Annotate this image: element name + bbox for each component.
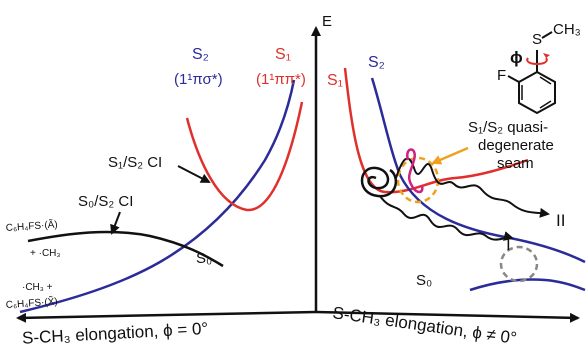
- wavy-path-I: [379, 195, 514, 241]
- s1s2-ci-label: S₁/S₂ CI: [108, 154, 162, 171]
- right-elongation-axis: [315, 310, 580, 323]
- wavy-path-II: [395, 157, 550, 218]
- molecule-f-atom: F: [497, 67, 506, 84]
- right-s1-label: S₁: [327, 72, 343, 89]
- wavepacket-spiral: [360, 166, 398, 198]
- left-s1-curve: [185, 101, 304, 212]
- left-s2-sub: (1¹πσ*): [174, 71, 223, 88]
- path-I-label: I: [506, 235, 511, 254]
- right-s0-label: S₀: [416, 272, 432, 289]
- seam-label-line3: seam: [497, 155, 534, 172]
- left-axis-label: S-CH₃ elongation, ϕ = 0°: [22, 319, 209, 344]
- right-s2-label: S₂: [368, 54, 385, 71]
- product-upper-line2: + ·CH₃: [30, 248, 60, 259]
- rotation-arrow: [526, 57, 548, 65]
- left-s2-curve: [19, 79, 296, 314]
- right-axis-label: S-CH₃ elongation, ϕ ≠ 0°: [331, 303, 517, 344]
- ring-double-bond-3: [539, 76, 552, 85]
- molecule-ch3: CH₃: [553, 21, 581, 38]
- c-f-bond: [507, 75, 520, 83]
- right-s1-curve: [343, 67, 529, 194]
- seam-label-line2: degenerate: [478, 137, 554, 154]
- right-s2-curve: [370, 77, 586, 264]
- s0s2-ci-arrow: [110, 211, 121, 235]
- benzene-ring: [518, 70, 556, 115]
- right-s0-curve: [469, 278, 586, 292]
- product-lower-line2: C₆H₄FS·(X̃): [5, 295, 58, 311]
- thioanisole-molecule: S CH₃ F ϕ: [497, 21, 581, 115]
- seam-dashed-circle: [396, 156, 440, 204]
- ring-double-bond-2: [539, 100, 552, 109]
- seam-label-line1: S₁/S₂ quasi-: [468, 119, 548, 136]
- product-lower-line1: ·CH₃ +: [22, 282, 53, 293]
- product-upper-line1: C₆H₄FS·(Ã): [5, 217, 58, 234]
- left-s2-label: S₂: [192, 46, 209, 63]
- left-s1-label: S₁: [275, 46, 291, 63]
- s1s2-ci-arrow: [177, 165, 211, 183]
- seam-twist-marker: [406, 148, 424, 194]
- molecule-phi: ϕ: [510, 48, 523, 67]
- s0-intersection-dashed-circle: [499, 245, 539, 283]
- molecule-s-atom: S: [532, 31, 542, 48]
- s0s2-ci-label: S₀/S₂ CI: [78, 193, 133, 210]
- rotation-arrow-head: [543, 53, 550, 58]
- path-II-label: II: [556, 211, 565, 230]
- energy-axis-label: E: [322, 13, 332, 30]
- left-s0-label: S₀: [196, 250, 212, 267]
- left-elongation-axis: [16, 310, 317, 323]
- left-s0-curve: [27, 230, 224, 268]
- seam-arrow: [431, 146, 469, 165]
- left-s1-sub: (1¹ππ*): [256, 71, 306, 88]
- s-ch3-bond: [541, 31, 553, 39]
